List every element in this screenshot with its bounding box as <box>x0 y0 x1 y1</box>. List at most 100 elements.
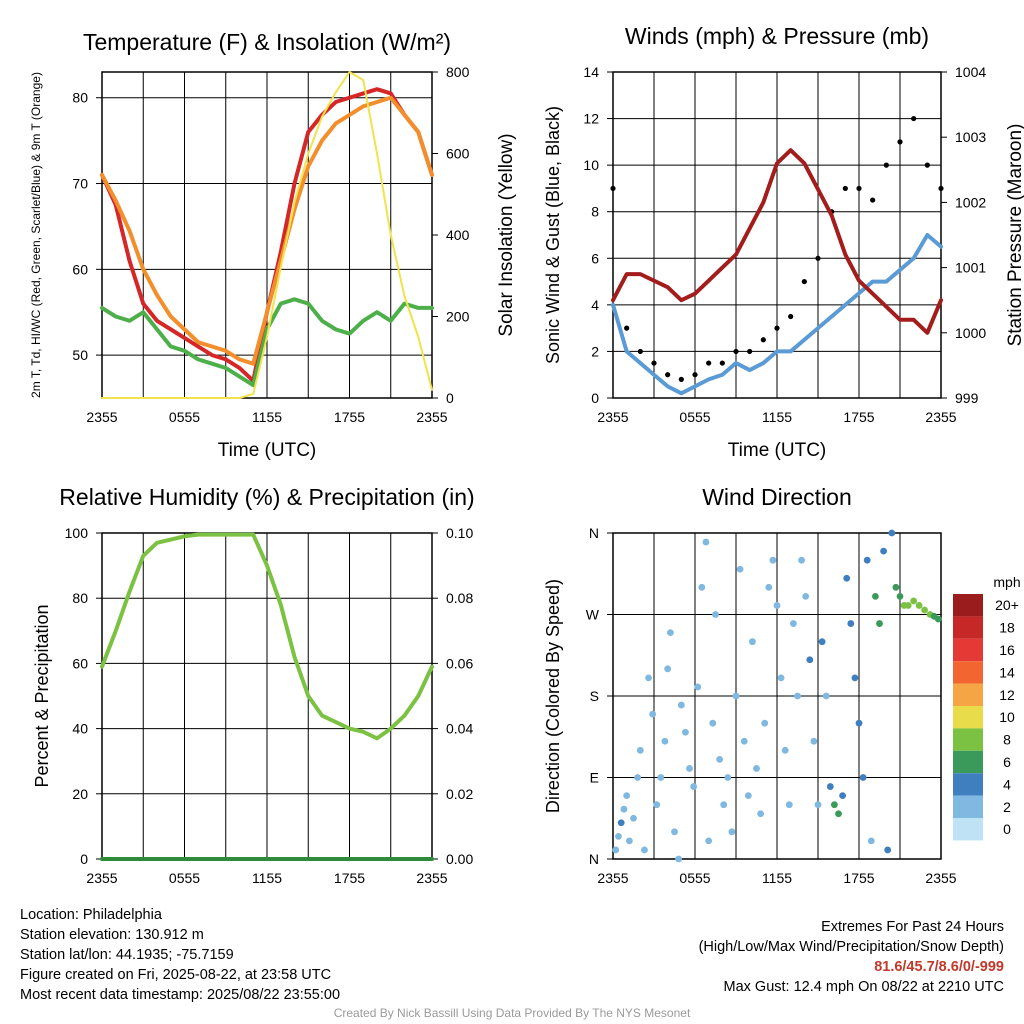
gust-point <box>938 185 944 192</box>
credit-text: Created By Nick Bassill Using Data Provi… <box>333 1006 691 1020</box>
direction-point <box>851 674 859 682</box>
direction-point <box>910 597 918 605</box>
legend-label: 4 <box>1003 776 1011 792</box>
series-line-2 <box>100 95 434 366</box>
legend-label: 16 <box>999 642 1015 658</box>
y-right-tick-label: 999 <box>955 390 979 406</box>
legend-swatch <box>953 616 983 639</box>
y-tick-label: 10 <box>583 157 599 173</box>
direction-point <box>904 602 912 609</box>
y-tick-label: 60 <box>72 655 88 671</box>
y-right-tick-label: 1003 <box>955 129 986 145</box>
x-tick-label: 2355 <box>86 409 117 425</box>
direction-point <box>843 574 851 582</box>
direction-point <box>798 556 805 564</box>
direction-point <box>855 719 863 727</box>
y-axis-label: Direction (Colored By Speed) <box>543 579 563 813</box>
gust-point <box>610 185 616 192</box>
y-tick-label: 12 <box>583 111 599 127</box>
chart-title: Winds (mph) & Pressure (mb) <box>625 23 929 49</box>
y-right-tick-label: 0.10 <box>446 525 473 541</box>
direction-point <box>810 737 818 745</box>
station-info: Location: Philadelphia Station elevation… <box>20 905 340 1005</box>
y-right-tick-label: 0.00 <box>446 851 473 867</box>
legend-unit: mph <box>993 574 1020 590</box>
x-tick-label: 0555 <box>169 870 200 886</box>
y-right-tick-label: 0.08 <box>446 590 473 606</box>
gust-point <box>870 197 876 203</box>
gust-point <box>815 255 821 261</box>
direction-point <box>694 683 702 691</box>
x-tick-label: 2355 <box>86 870 117 886</box>
series-line-1 <box>100 532 434 741</box>
direction-point <box>728 828 736 836</box>
y-tick-label: 6 <box>591 250 599 266</box>
direction-point <box>623 792 631 800</box>
chart-title: Wind Direction <box>702 484 852 510</box>
x-tick-label: 1755 <box>843 870 874 886</box>
x-tick-label: 0555 <box>169 409 200 425</box>
direction-point <box>636 746 644 754</box>
direction-point <box>806 656 814 664</box>
x-axis-label: Time (UTC) <box>728 440 827 461</box>
direction-point <box>653 801 661 809</box>
direction-point <box>765 583 773 591</box>
direction-point <box>749 638 756 646</box>
direction-point <box>876 620 883 627</box>
x-tick-label: 1155 <box>252 870 282 886</box>
y-right-tick-label: 600 <box>446 146 470 162</box>
y-right-tick-label: 0.02 <box>446 786 473 802</box>
direction-point <box>686 765 693 772</box>
legend-swatch <box>953 661 983 684</box>
gust-point <box>924 162 930 168</box>
direction-point <box>744 792 752 800</box>
gust-point <box>665 372 671 378</box>
direction-point <box>661 737 669 745</box>
gust-point <box>637 348 643 355</box>
direction-point <box>761 719 769 727</box>
gust-point <box>856 185 862 192</box>
direction-point <box>884 846 892 854</box>
x-tick-label: 1155 <box>762 870 792 886</box>
legend-swatch <box>953 818 983 841</box>
direction-point <box>757 810 764 818</box>
x-tick-label: 1755 <box>843 409 874 425</box>
y-tick-label: N <box>589 851 599 867</box>
y-tick-label: E <box>590 770 599 786</box>
direction-point <box>740 737 748 745</box>
direction-point <box>736 565 744 573</box>
direction-point <box>859 774 867 781</box>
gust-point <box>678 376 684 382</box>
direction-point <box>753 765 760 772</box>
x-tick-label: 2355 <box>597 870 628 886</box>
extremes-values: 81.6/45.7/8.6/0/-999 <box>874 959 1004 975</box>
direction-point <box>641 846 648 854</box>
direction-point <box>675 855 682 863</box>
direction-point <box>847 620 855 627</box>
direction-point <box>818 638 826 646</box>
direction-point <box>664 665 672 673</box>
extremes-title: Extremes For Past 24 Hours <box>821 919 1004 935</box>
max-gust-text: Max Gust: 12.4 mph On 08/22 at 2210 UTC <box>723 979 1004 995</box>
direction-point <box>872 592 879 600</box>
extremes-subtitle: (High/Low/Max Wind/Precipitation/Snow De… <box>698 939 1004 955</box>
x-axis-label: Time (UTC) <box>218 440 317 461</box>
direction-point <box>880 547 887 555</box>
direction-point <box>615 832 622 840</box>
y-right-tick-label: 800 <box>446 64 470 80</box>
direction-point <box>677 701 685 709</box>
recent-text: Most recent data timestamp: 2025/08/22 2… <box>20 987 341 1003</box>
y-tick-label: W <box>586 607 600 623</box>
chart-title: Temperature (F) & Insolation (W/m²) <box>83 29 451 55</box>
direction-point <box>777 674 785 682</box>
y-right-axis-label: Solar Insolation (Yellow) <box>496 133 517 336</box>
direction-point <box>826 783 834 790</box>
legend-label: 8 <box>1003 732 1011 748</box>
legend-swatch <box>953 728 983 751</box>
direction-point <box>835 810 842 818</box>
legend-label: 0 <box>1003 821 1011 837</box>
gust-point <box>774 325 780 331</box>
legend-label: 10 <box>999 709 1015 725</box>
direction-point <box>690 783 698 790</box>
chart-panel-2: Winds (mph) & Pressure (mb) 2355 0555 1155 1… <box>543 23 1024 461</box>
